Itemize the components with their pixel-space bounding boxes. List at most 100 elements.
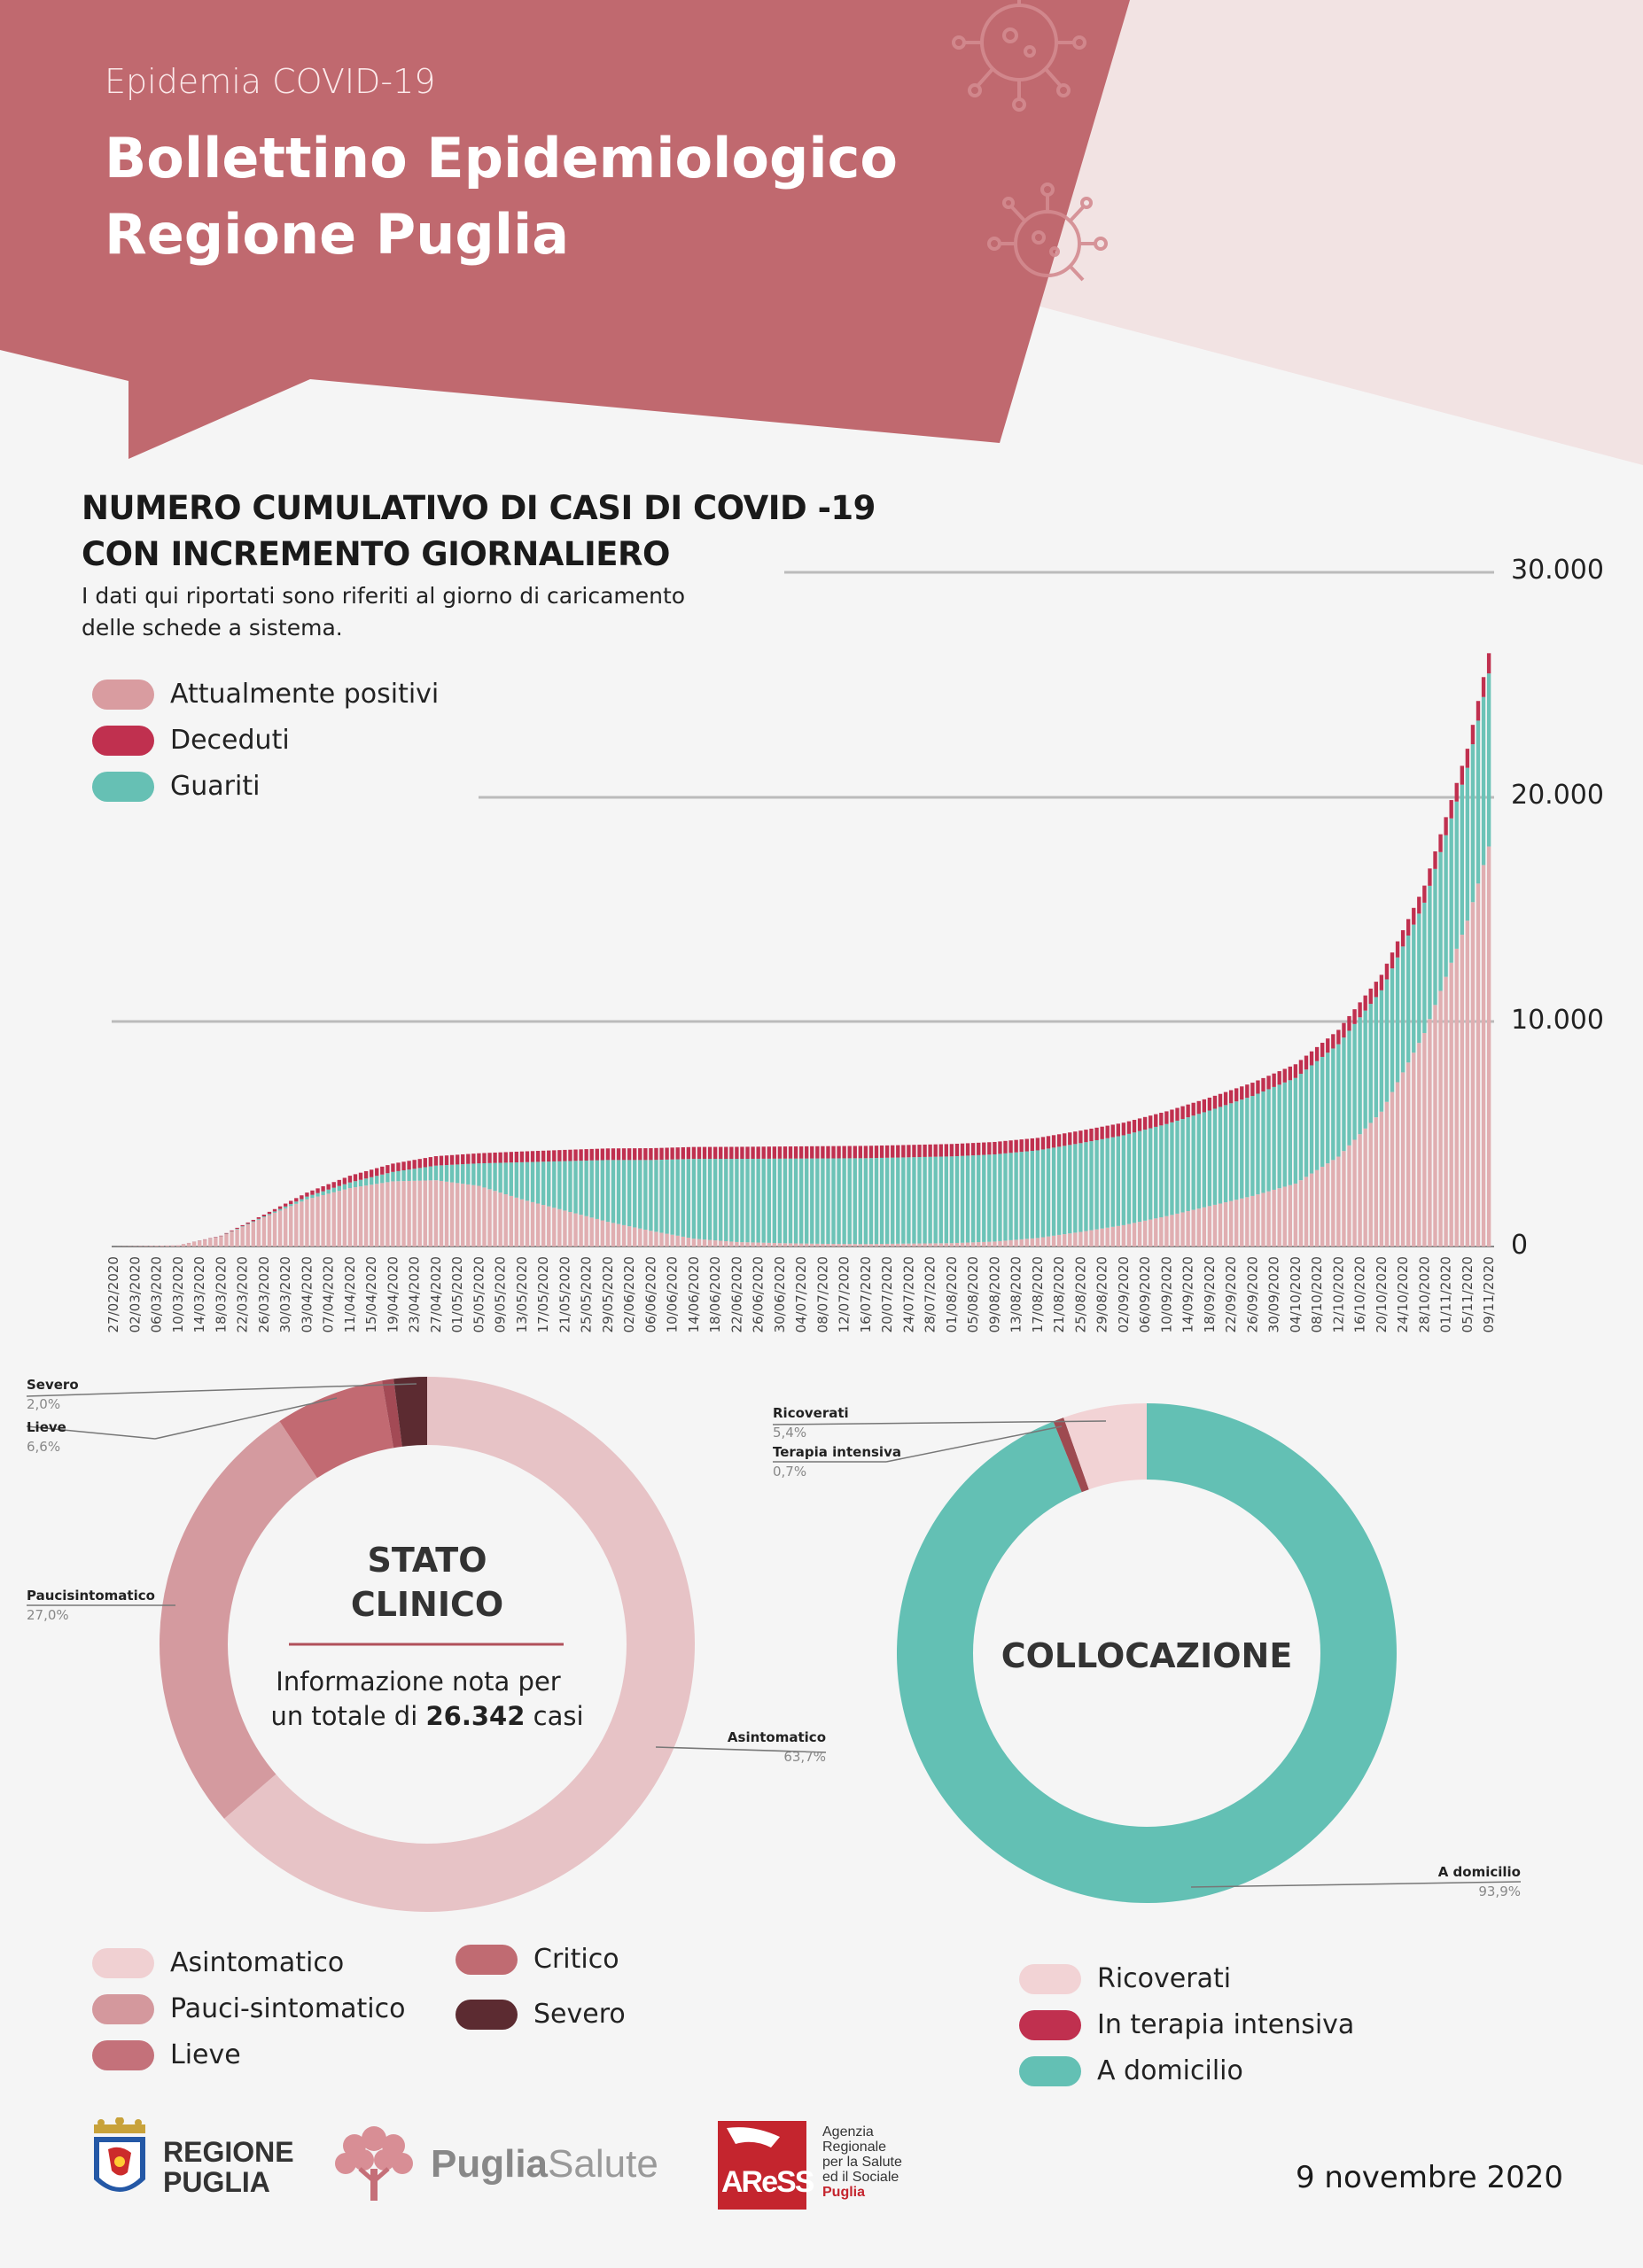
bar-segment-d [960, 1143, 965, 1156]
bar-segment-a [461, 1184, 465, 1247]
bar-segment-d [805, 1146, 809, 1159]
bar-segment-d [1288, 1066, 1292, 1081]
x-tick-label: 05/11/2020 [1460, 1256, 1476, 1332]
y-tick-10000: 10.000 [1511, 1005, 1604, 1036]
bar-segment-g [896, 1157, 900, 1244]
bar-segment-d [868, 1146, 874, 1159]
bar-segment-g [391, 1171, 395, 1182]
bar-segment-a [863, 1244, 868, 1247]
bar-segment-d [1142, 1116, 1148, 1130]
bar-segment-a [1126, 1223, 1132, 1247]
bar-segment-a [240, 1226, 245, 1247]
bar-segment-a [654, 1231, 658, 1247]
bar-segment-a [1116, 1225, 1120, 1247]
x-tick-label: 28/07/2020 [923, 1256, 938, 1332]
bar-segment-g [649, 1160, 653, 1231]
bar-segment-g [541, 1161, 546, 1206]
bar-segment-a [1433, 1005, 1437, 1247]
x-tick-label: 26/03/2020 [256, 1256, 272, 1332]
bar-segment-a [289, 1206, 293, 1247]
bar-segment-d [788, 1146, 793, 1159]
x-tick-label: 11/04/2020 [342, 1256, 358, 1332]
bar-segment-g [837, 1158, 841, 1245]
bar-segment-a [245, 1224, 250, 1247]
bar-segment-d [283, 1203, 288, 1207]
bar-segment-d [938, 1144, 943, 1157]
x-tick-label: 10/06/2020 [665, 1256, 681, 1332]
bar-segment-d [1234, 1088, 1239, 1102]
bar-segment-d [611, 1148, 616, 1161]
bar-segment-a [751, 1242, 755, 1247]
bar-segment-a [1288, 1184, 1292, 1247]
bar-segment-a [896, 1243, 900, 1247]
x-tick-label: 06/03/2020 [149, 1256, 165, 1332]
bar-segment-a [557, 1208, 562, 1247]
bar-segment-a [1100, 1228, 1104, 1247]
bar-segment-d [1331, 1034, 1335, 1049]
bar-segment-g [375, 1176, 379, 1184]
bar-segment-d [923, 1144, 927, 1157]
bar-segment-a [186, 1243, 191, 1247]
bar-segment-d [1336, 1029, 1341, 1045]
bar-segment-g [611, 1160, 616, 1223]
bar-segment-d [793, 1146, 798, 1159]
bar-segment-a [1132, 1223, 1137, 1247]
bar-segment-a [1282, 1186, 1287, 1247]
callout-asint-pct: 63,7% [783, 1749, 826, 1765]
bar-segment-d [584, 1149, 588, 1161]
bar-segment-d [1030, 1138, 1035, 1151]
bar-segment-d [600, 1148, 605, 1161]
legend-domicilio: A domicilio [1019, 2055, 1243, 2086]
bar-segment-g [1142, 1130, 1148, 1221]
bar-segment-d [595, 1148, 599, 1161]
bar-segment-a [1228, 1200, 1234, 1247]
bar-segment-a [208, 1239, 213, 1247]
x-tick-label: 21/08/2020 [1051, 1256, 1067, 1332]
bar-segment-d [1121, 1122, 1126, 1136]
bar-segment-g [772, 1158, 777, 1244]
logo-regione-line2: PUGLIA [163, 2166, 270, 2198]
bar-segment-a [633, 1227, 637, 1247]
bar-segment-g [557, 1161, 562, 1209]
legend-label-lieve: Lieve [170, 2039, 241, 2070]
x-tick-label: 08/10/2020 [1309, 1256, 1325, 1332]
bar-segment-g [686, 1159, 691, 1239]
logo-puglia-salute-b: Salute [548, 2142, 658, 2186]
bar-segment-d [1154, 1114, 1158, 1127]
bar-segment-g [547, 1161, 551, 1207]
bar-segment-d [965, 1143, 970, 1156]
bar-segment-g [498, 1162, 502, 1193]
bar-segment-a [396, 1181, 401, 1247]
legend-swatch-lieve [92, 2039, 154, 2070]
bar-segment-a [1352, 1139, 1357, 1247]
bar-segment-a [1170, 1215, 1174, 1247]
bar-segment-d [407, 1161, 411, 1170]
bar-segment-g [891, 1157, 895, 1244]
bar-segment-a [1019, 1239, 1024, 1247]
bar-segment-a [1476, 883, 1481, 1247]
bar-segment-g [1288, 1080, 1292, 1185]
bar-segment-a [960, 1242, 965, 1247]
bar-segment-a [1470, 902, 1476, 1247]
bar-segment-g [643, 1160, 648, 1230]
bar-segment-a [547, 1206, 551, 1247]
bar-segment-g [1331, 1048, 1335, 1161]
bar-segment-d [633, 1148, 637, 1161]
bar-segment-a [149, 1246, 153, 1247]
header-title-line2: Regione Puglia [105, 202, 570, 267]
bar-segment-d [697, 1146, 702, 1160]
bar-segment-a [1063, 1234, 1067, 1247]
bar-segment-d [767, 1146, 771, 1159]
bar-segment-a [1304, 1177, 1309, 1247]
bar-segment-d [815, 1146, 820, 1159]
x-tick-label: 13/08/2020 [1008, 1256, 1024, 1332]
bar-segment-g [982, 1154, 986, 1242]
bar-segment-g [1352, 1023, 1357, 1140]
bar-segment-d [1444, 817, 1448, 835]
bar-segment-g [928, 1156, 932, 1244]
bar-segment-d [756, 1146, 760, 1159]
bar-segment-g [821, 1158, 825, 1244]
bar-segment-g [884, 1157, 890, 1244]
bar-segment-a [719, 1240, 723, 1247]
bar-segment-g [659, 1160, 664, 1233]
